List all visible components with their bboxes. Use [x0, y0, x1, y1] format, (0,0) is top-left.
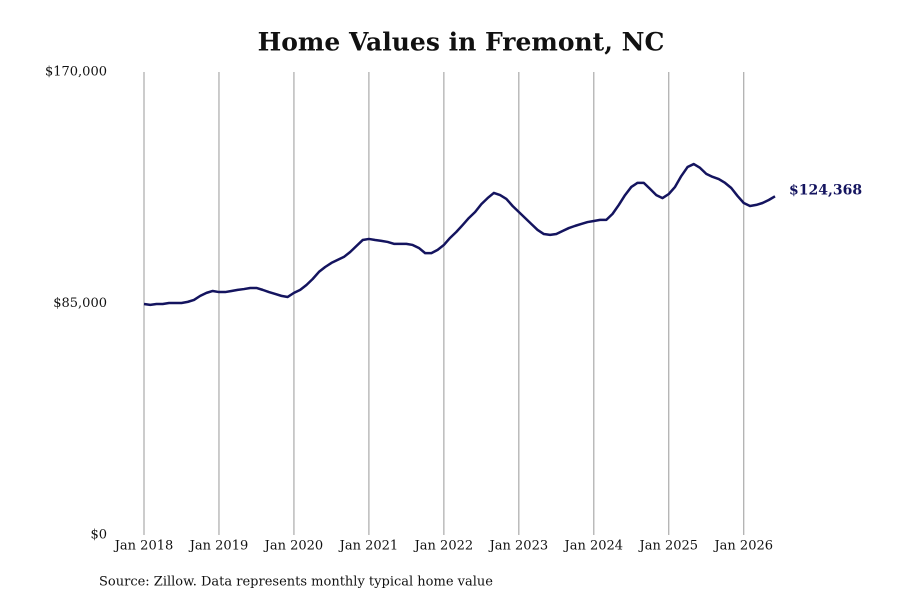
x-tick-label: Jan 2019 [188, 539, 249, 554]
x-tick-label: Jan 2022 [413, 539, 474, 554]
source-note: Source: Zillow. Data represents monthly … [99, 575, 493, 590]
x-tick-label: Jan 2023 [488, 539, 549, 554]
x-tick-label: Jan 2024 [563, 539, 624, 554]
x-tick-label: Jan 2018 [113, 539, 174, 554]
x-tick-label: Jan 2021 [338, 539, 399, 554]
chart-title: Home Values in Fremont, NC [258, 28, 665, 57]
y-tick-label: $0 [90, 528, 107, 543]
y-tick-label: $170,000 [45, 65, 107, 80]
value-label: $124,368 [789, 182, 862, 198]
x-tick-label: Jan 2026 [712, 539, 773, 554]
line-series [143, 162, 776, 307]
x-tick-label: Jan 2025 [638, 539, 699, 554]
y-tick-label: $85,000 [53, 296, 107, 311]
x-tick-label: Jan 2020 [263, 539, 324, 554]
